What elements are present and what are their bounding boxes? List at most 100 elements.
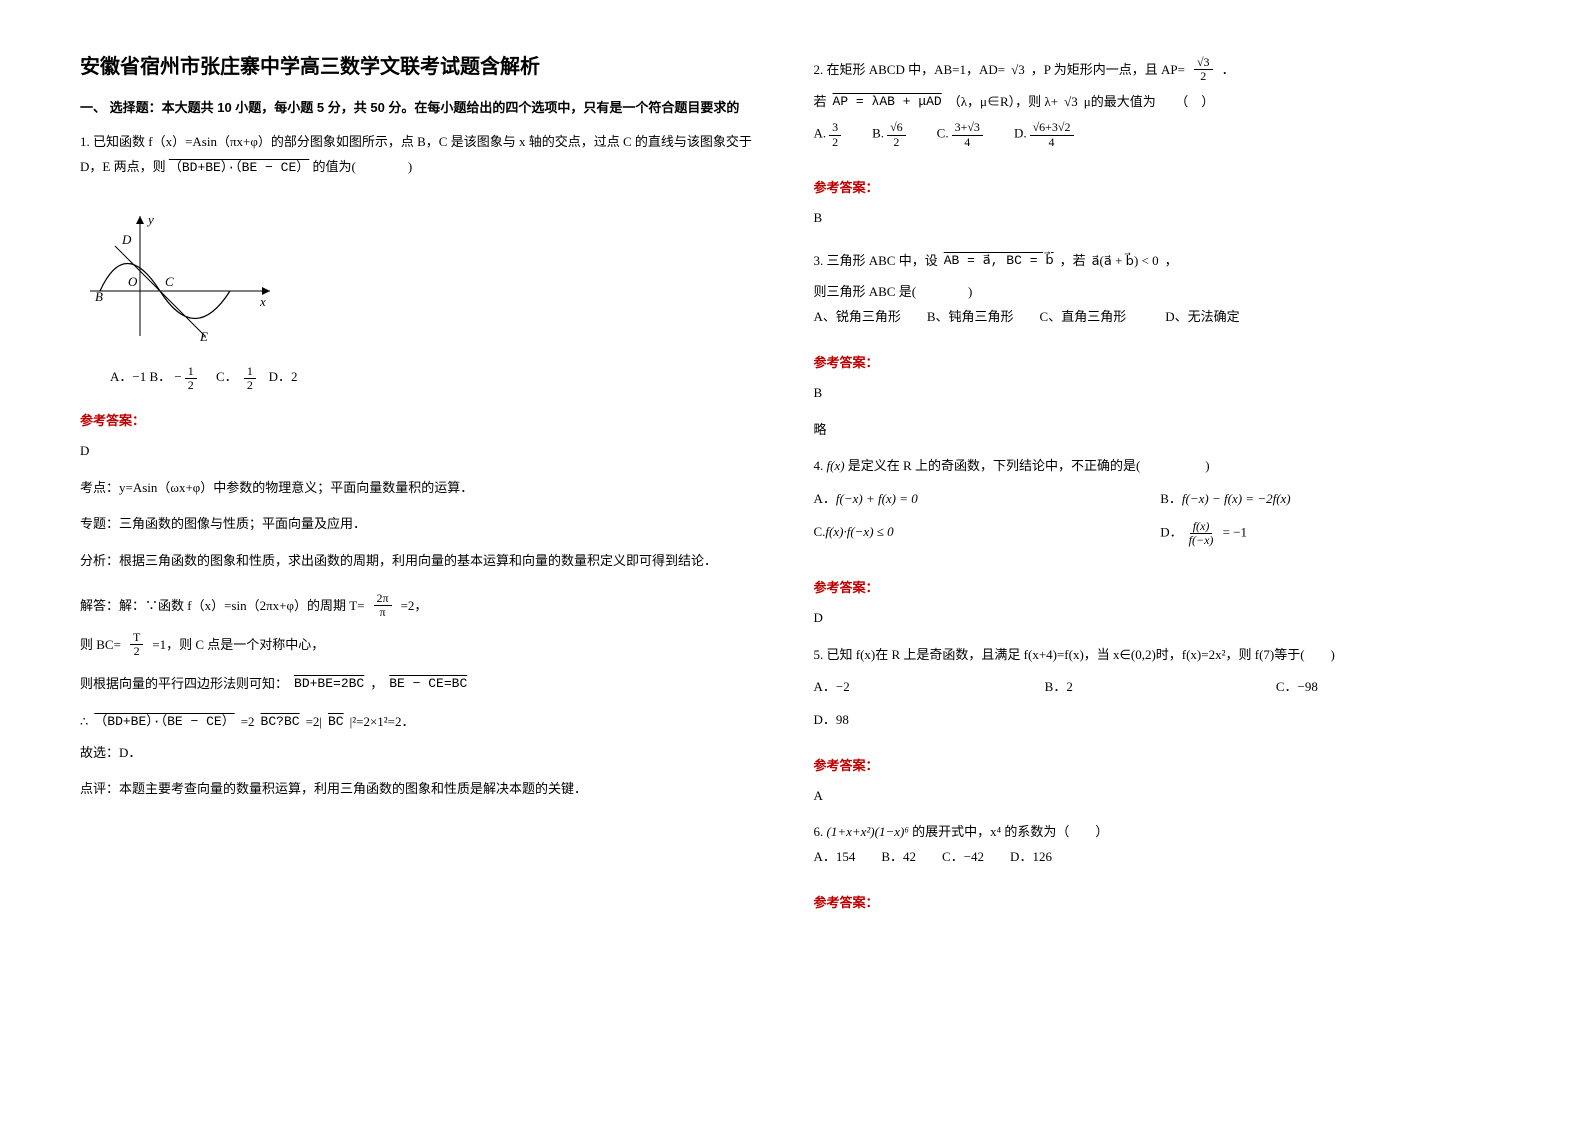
q2-optB: B.√62 xyxy=(872,121,909,148)
q1-optB-den: 2 xyxy=(185,379,197,392)
q2-ap-den: 2 xyxy=(1197,70,1209,83)
q1-solve-l4-vec: （BD+BE）·（BE − CE） xyxy=(94,709,234,735)
q1-solve-l4: ∴ （BD+BE）·（BE − CE） =2 BC?BC =2| BC |²=2… xyxy=(80,709,774,735)
graph-label-B: B xyxy=(95,289,103,304)
q2-optB-label: B. xyxy=(872,126,884,141)
q2-optC-num: 3+√3 xyxy=(952,121,983,135)
q2-line2a: 若 xyxy=(814,89,827,115)
q5-optD: D．98 xyxy=(814,712,849,727)
graph-label-x: x xyxy=(259,294,266,309)
q2-vec-expr: AP = λAB + μAD xyxy=(833,89,942,115)
q2-optA: A.32 xyxy=(814,121,845,148)
q1-comment: 点评：本题主要考查向量的数量积运算，利用三角函数的图象和性质是解决本题的关键． xyxy=(80,777,774,802)
q2-answer-label: 参考答案： xyxy=(814,177,1508,196)
q1-optB-label: B． xyxy=(149,369,171,384)
q2-optB-den: 2 xyxy=(890,136,902,149)
q2-optA-label: A. xyxy=(814,126,827,141)
q3-text4: 则三角形 ABC 是( ) xyxy=(814,280,1508,305)
q1-analysis-pt: 考点：y=Asin（ωx+φ）中参数的物理意义；平面向量数量积的运算． xyxy=(80,476,774,501)
q2-optC-label: C. xyxy=(937,126,949,141)
q1-solve-l4-v3: BC xyxy=(328,709,344,735)
q4-optA: f(−x) + f(x) = 0 xyxy=(836,491,918,506)
q1-optC-num: 1 xyxy=(244,365,256,379)
q5-optA: A．−2 xyxy=(814,675,1045,700)
question-1: 1. 已知函数 f（x）=Asin（πx+φ）的部分图象如图所示，点 B，C 是… xyxy=(80,130,774,180)
q3-text2: ，若 xyxy=(1060,248,1086,274)
q6-opts: A．154 B．42 C．−42 D．126 xyxy=(814,845,1508,870)
section-heading: 一、 选择题：本大题共 10 小题，每小题 5 分，共 50 分。在每小题给出的… xyxy=(80,97,774,116)
q2-ap-num: √3 xyxy=(1194,56,1213,70)
q1-solve-l3-v1: BD+BE=2BC xyxy=(294,671,364,697)
q3-text1: 3. 三角形 ABC 中，设 xyxy=(814,248,938,274)
q1-solve-l3: 则根据向量的平行四边形法则可知： BD+BE=2BC ， BE − CE=BC xyxy=(80,671,774,697)
q1-solve-l1a: 解答：解：∵函数 f（x）=sin（2πx+φ）的周期 T= xyxy=(80,593,365,619)
q1-options: A．−1 B． −12 C． 12 D．2 xyxy=(110,364,774,392)
q2-optC: C.3+√34 xyxy=(937,121,986,148)
q2-optB-num: √6 xyxy=(887,121,906,135)
q1-answer: D xyxy=(80,439,774,464)
q2-line2b: （λ，μ∈R），则 λ+ xyxy=(948,89,1058,115)
q1-solve-l1b: =2， xyxy=(401,593,428,619)
q2-sqrt3-b: √3 xyxy=(1064,89,1078,115)
q4-fx: f(x) xyxy=(827,458,845,473)
q2-optD-den: 4 xyxy=(1046,136,1058,149)
q2-text1: 2. 在矩形 ABCD 中，AB=1，AD= xyxy=(814,57,1006,83)
q1-solve-l4a: ∴ xyxy=(80,709,88,735)
q1-answer-label: 参考答案： xyxy=(80,410,774,429)
q4-labelD: D． xyxy=(1160,524,1182,539)
q3-brief: 略 xyxy=(814,418,1508,443)
q2-optD: D.√6+3√24 xyxy=(1014,121,1077,148)
q1-solve-l2b: =1，则 C 点是一个对称中心， xyxy=(152,632,324,658)
q1-solve-l2-frac: T2 xyxy=(130,631,143,658)
right-column: 2. 在矩形 ABCD 中，AB=1，AD= √3 ，P 为矩形内一点，且 AP… xyxy=(814,50,1508,1072)
q2-apfrac: √32 xyxy=(1194,56,1213,83)
q1-solve-l2-den: 2 xyxy=(131,645,143,658)
q2-optD-label: D. xyxy=(1014,126,1027,141)
q3-text3: ， xyxy=(1165,248,1178,274)
q1-solve-l3-text: 则根据向量的平行四边形法则可知： xyxy=(80,671,288,697)
q4-answer-label: 参考答案： xyxy=(814,577,1508,596)
q2-options: A.32 B.√62 C.3+√34 D.√6+3√24 xyxy=(814,121,1508,148)
question-6: 6. (1+x+x²)(1−x)⁶ 的展开式中，x⁴ 的系数为（ ） A．154… xyxy=(814,820,1508,869)
q4-labelC: C. xyxy=(814,524,826,539)
q1-solve-l3-v2: BE − CE=BC xyxy=(389,671,467,697)
q2-sqrt3-a: √3 xyxy=(1011,57,1025,83)
left-column: 安徽省宿州市张庄寨中学高三数学文联考试题含解析 一、 选择题：本大题共 10 小… xyxy=(80,50,774,1072)
q2-optA-den: 2 xyxy=(829,136,841,149)
sine-graph-svg: B O C D E x y xyxy=(80,206,280,346)
question-2: 2. 在矩形 ABCD 中，AB=1，AD= √3 ，P 为矩形内一点，且 AP… xyxy=(814,50,1508,155)
q6-answer-label: 参考答案： xyxy=(814,892,1508,911)
q2-answer: B xyxy=(814,206,1508,231)
q3-vec1: AB = a⃗, BC = b⃗ xyxy=(944,248,1054,274)
question-4: 4. f(x) 是定义在 R 上的奇函数，下列结论中，不正确的是( ) A．f(… xyxy=(814,454,1508,555)
q4-num: 4. xyxy=(814,458,824,473)
q4-optD-den: f(−x) xyxy=(1186,534,1217,547)
q1-optA: A．−1 xyxy=(110,369,146,384)
q1-solve-l2a: 则 BC= xyxy=(80,632,121,658)
q1-optB-num: 1 xyxy=(185,365,197,379)
q1-text2: 的值为( ) xyxy=(313,159,413,174)
q1-solve-l1-den: π xyxy=(377,606,389,619)
q4-optD-eq: = −1 xyxy=(1223,524,1247,539)
q2-line2c: μ的最大值为 （ ） xyxy=(1084,89,1214,115)
q4-optD-frac: f(x)f(−x) xyxy=(1186,520,1217,547)
q6-num: 6. xyxy=(814,824,824,839)
q3-answer-label: 参考答案： xyxy=(814,352,1508,371)
q1-solve-l1-frac: 2ππ xyxy=(374,592,392,619)
q3-answer: B xyxy=(814,381,1508,406)
page-title: 安徽省宿州市张庄寨中学高三数学文联考试题含解析 xyxy=(80,50,774,79)
q5-answer-label: 参考答案： xyxy=(814,755,1508,774)
q4-answer: D xyxy=(814,606,1508,631)
q4-optC: f(x)·f(−x) ≤ 0 xyxy=(825,524,893,539)
q1-solve-l4b: =2 xyxy=(241,709,255,735)
q6-expr: (1+x+x²)(1−x)⁶ xyxy=(827,824,909,839)
q1-solve-l4d: |²=2×1²=2． xyxy=(350,709,415,735)
q1-solve-l4-v2: BC?BC xyxy=(261,709,300,735)
q4-labelA: A． xyxy=(814,491,836,506)
q1-solve-l2-num: T xyxy=(130,631,143,645)
q1-solve-l1: 解答：解：∵函数 f（x）=sin（2πx+φ）的周期 T= 2ππ =2， xyxy=(80,592,774,619)
q4-text: 是定义在 R 上的奇函数，下列结论中，不正确的是( ) xyxy=(848,458,1210,473)
graph-label-D: D xyxy=(121,232,132,247)
q2-optC-den: 4 xyxy=(961,136,973,149)
q3-opts: A、锐角三角形 B、钝角三角形 C、直角三角形 D、无法确定 xyxy=(814,305,1508,330)
